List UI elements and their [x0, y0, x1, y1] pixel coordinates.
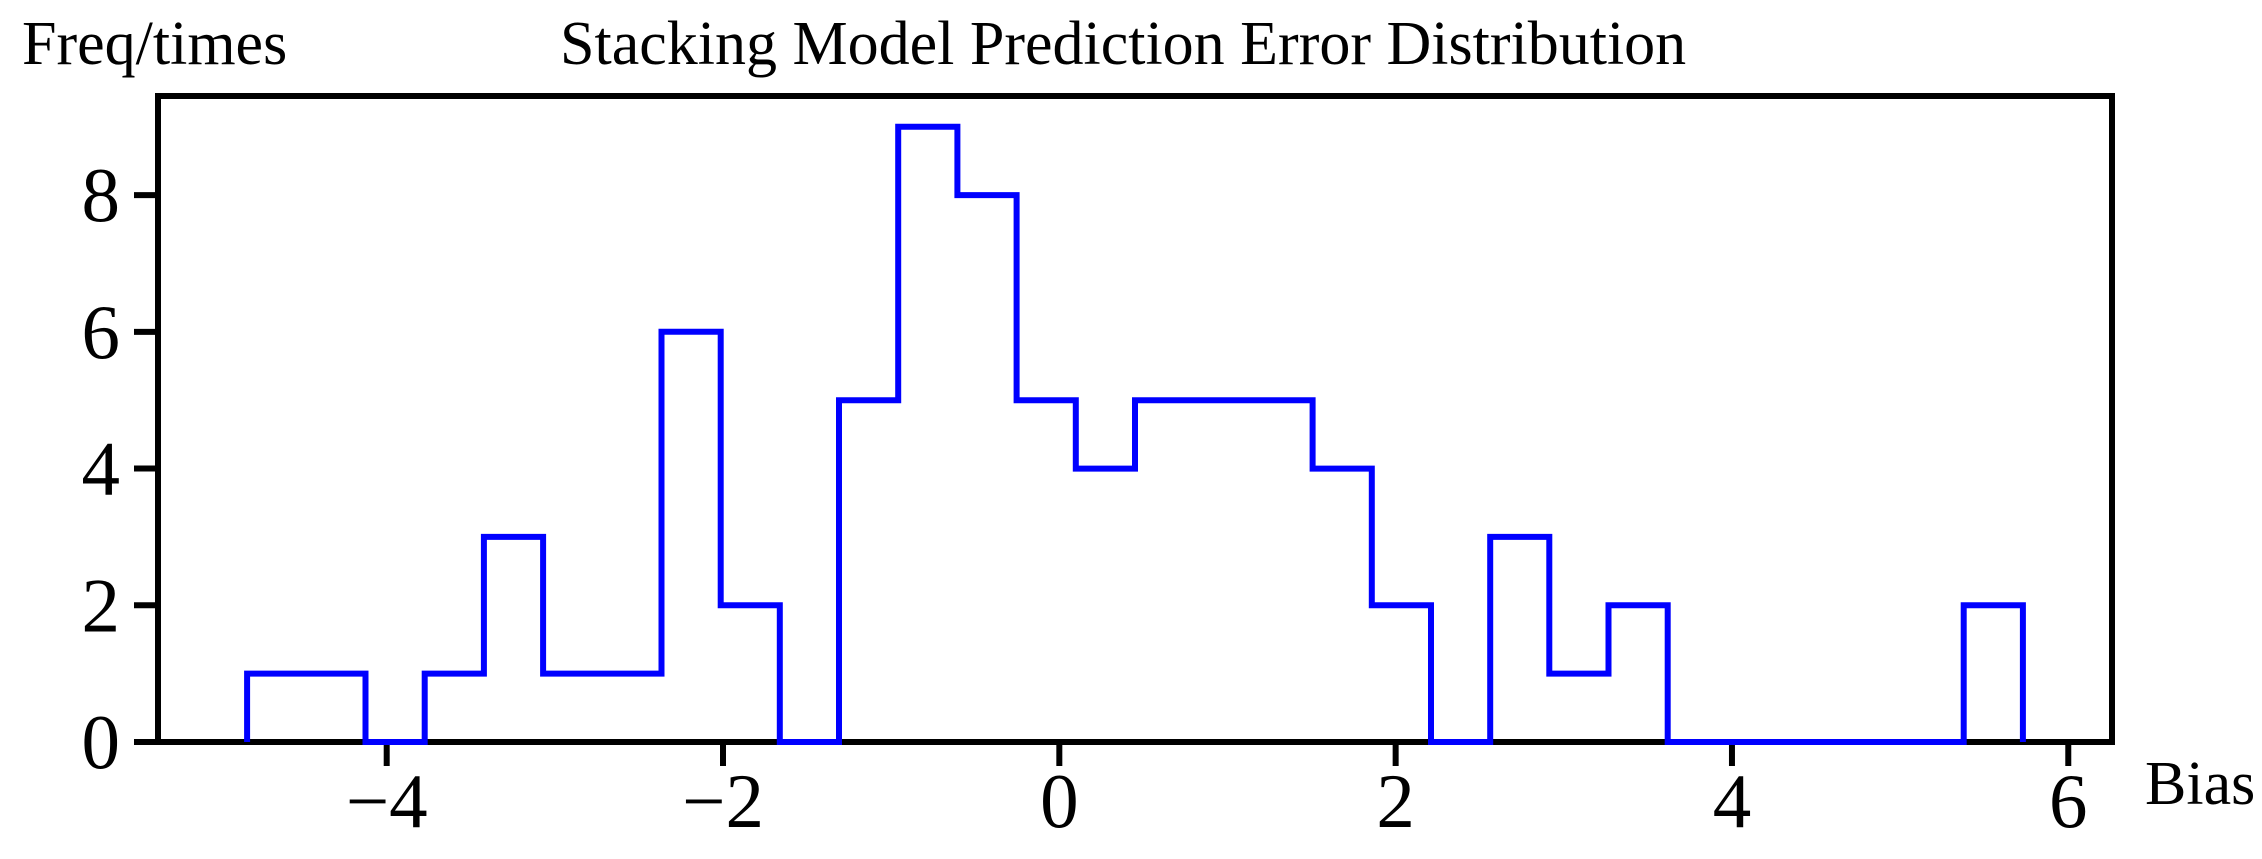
x-tick-label: 6	[2049, 758, 2088, 844]
x-tick-label: 2	[1376, 758, 1415, 844]
x-tick-label: −4	[346, 758, 428, 844]
y-axis-label: Freq/times	[22, 10, 288, 78]
x-tick-label: 4	[1713, 758, 1752, 844]
y-tick-label: 6	[82, 289, 121, 375]
plot-area-border	[155, 93, 2115, 745]
histogram-step-line	[244, 123, 2026, 745]
y-tick-label: 2	[82, 562, 121, 648]
y-tick-label: 8	[82, 152, 121, 238]
x-axis-label: Bias	[2145, 750, 2256, 818]
x-tick-label: −2	[682, 758, 764, 844]
y-tick-label: 4	[82, 426, 121, 512]
y-tick-label: 0	[82, 699, 121, 785]
x-tick-label: 0	[1040, 758, 1079, 844]
chart-title: Stacking Model Prediction Error Distribu…	[560, 10, 1687, 78]
